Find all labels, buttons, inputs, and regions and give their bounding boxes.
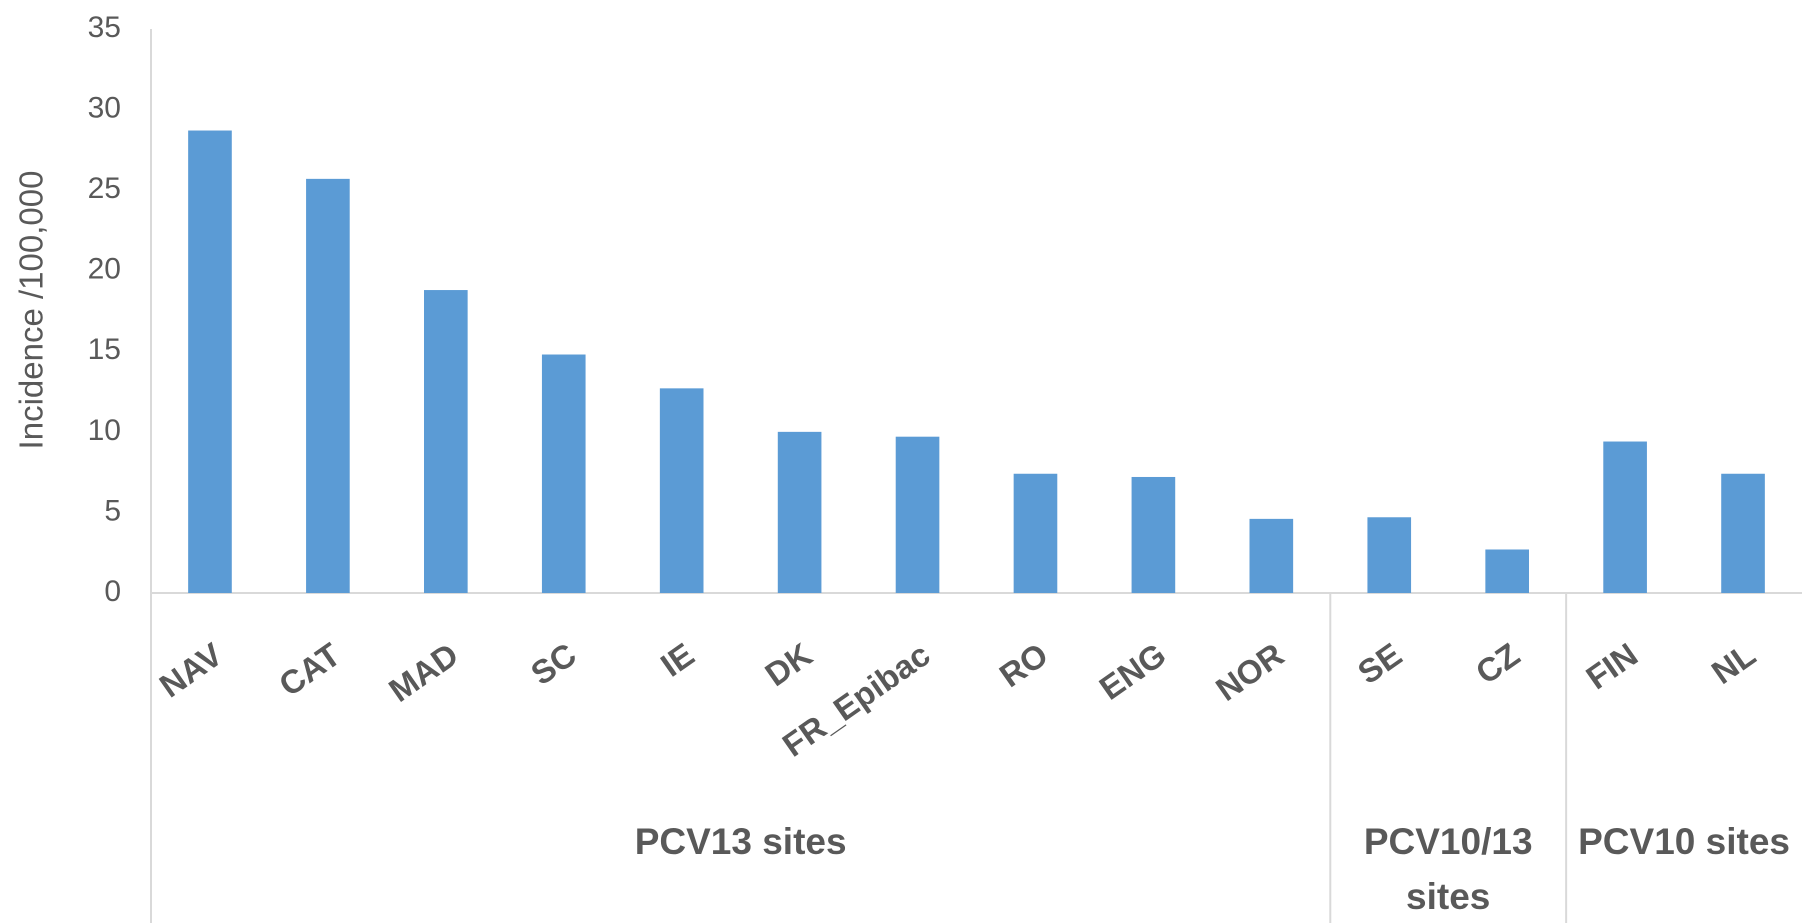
bar — [659, 388, 704, 593]
bar — [541, 354, 586, 593]
x-tick-label: NL — [1705, 636, 1762, 692]
bar — [1013, 473, 1058, 593]
bar — [424, 290, 468, 593]
y-tick-label: 20 — [88, 253, 121, 286]
x-tick-label: SC — [524, 636, 583, 693]
bar — [895, 436, 940, 593]
bar — [306, 178, 350, 593]
x-tick-label: SE — [1351, 636, 1408, 692]
x-tick-label: NAV — [153, 636, 229, 705]
y-tick-label: 0 — [104, 575, 121, 608]
x-tick-label: RO — [993, 636, 1055, 695]
bar — [1131, 476, 1176, 593]
bar — [1367, 517, 1412, 593]
x-tick-label: IE — [654, 636, 701, 684]
y-tick-label: 15 — [88, 333, 121, 366]
y-tick-label: 10 — [88, 414, 121, 447]
x-tick-label: MAD — [382, 636, 465, 709]
y-tick-label: 30 — [88, 91, 121, 124]
y-tick-label: 35 — [88, 11, 121, 44]
y-tick-label: 25 — [88, 172, 121, 205]
y-tick-label: 5 — [104, 494, 121, 527]
group-label: PCV10/13 sites — [1363, 821, 1533, 917]
bar — [1249, 518, 1294, 593]
x-tick-label: FIN — [1579, 636, 1644, 697]
bar — [1721, 473, 1765, 593]
bar — [1603, 441, 1647, 593]
x-tick-label: CZ — [1469, 636, 1526, 692]
bar — [1485, 549, 1529, 593]
x-tick-label: CAT — [272, 636, 347, 704]
bar — [188, 130, 232, 593]
y-axis-label: Incidence /100,000 — [13, 171, 50, 450]
x-tick-label: ENG — [1093, 636, 1173, 707]
bar — [777, 431, 822, 593]
x-tick-label: DK — [758, 635, 818, 693]
group-label: PCV13 sites — [634, 821, 847, 862]
x-tick-label: NOR — [1209, 635, 1290, 707]
group-label: PCV10 sites — [1578, 821, 1790, 862]
